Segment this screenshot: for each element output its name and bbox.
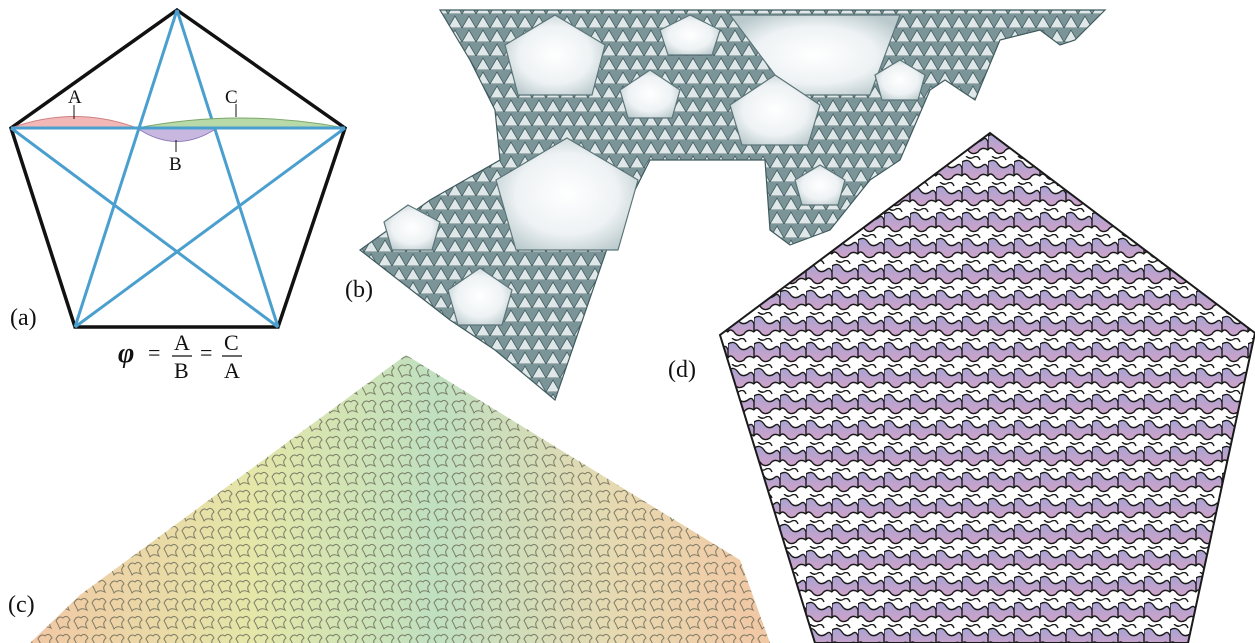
panel-a-label: (a) (10, 305, 37, 331)
fractal-c-texture (30, 355, 770, 643)
segment-B-label: B (169, 154, 182, 175)
fraction-1-denominator: B (174, 358, 189, 383)
segment-C-arc (136, 117, 346, 129)
segment-B-arc (135, 127, 219, 142)
phi-symbol: φ (118, 338, 134, 369)
golden-ratio-equation: φ = A B = C A (118, 330, 242, 383)
pentagon-outline (8, 7, 348, 329)
fraction-2-denominator: A (224, 358, 240, 383)
panel-a: A C B (a) φ = A B = C A (8, 7, 348, 383)
fraction-2-numerator: C (224, 330, 239, 355)
panel-d: (d) (668, 131, 1255, 643)
fractal-d-pentagon (718, 131, 1255, 643)
equals-sign-1: = (148, 340, 160, 365)
pentaflake-large-pentagons (383, 14, 926, 326)
panel-c: (c) (8, 355, 770, 643)
equals-sign-2: = (200, 340, 212, 365)
panel-c-label: (c) (8, 592, 35, 618)
fraction-1-numerator: A (174, 330, 190, 355)
segment-A-label: A (68, 87, 82, 108)
panel-b: (b) (345, 9, 1107, 402)
segment-C-label: C (225, 87, 238, 108)
segment-A-arc (10, 116, 138, 129)
panel-d-label: (d) (668, 357, 696, 383)
panel-b-label: (b) (345, 277, 373, 303)
